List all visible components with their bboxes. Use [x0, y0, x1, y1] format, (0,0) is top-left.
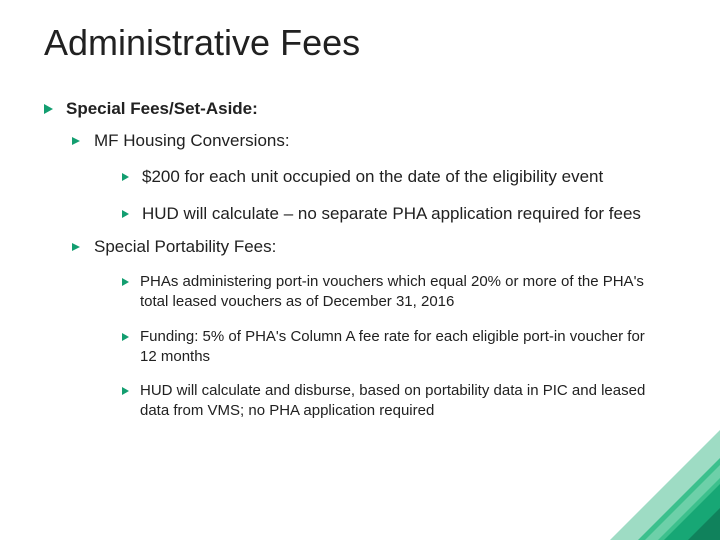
slide-content: Special Fees/Set-Aside: MF Housing Conve… — [44, 90, 660, 430]
bullet-level2: Special Portability Fees: — [72, 236, 660, 258]
slide-title: Administrative Fees — [44, 22, 360, 64]
bullet-level3: HUD will calculate and disburse, based o… — [122, 381, 660, 422]
bullet-level3: Funding: 5% of PHA's Column A fee rate f… — [122, 327, 660, 368]
bullet-level3: PHAs administering port-in vouchers whic… — [122, 272, 660, 313]
bullet-level3: HUD will calculate – no separate PHA app… — [122, 203, 660, 226]
slide: Administrative Fees Special Fees/Set-Asi… — [0, 0, 720, 540]
bullet-level1: Special Fees/Set-Aside: — [44, 98, 660, 120]
bullet-level3: $200 for each unit occupied on the date … — [122, 166, 660, 189]
bullet-level2: MF Housing Conversions: — [72, 130, 660, 152]
